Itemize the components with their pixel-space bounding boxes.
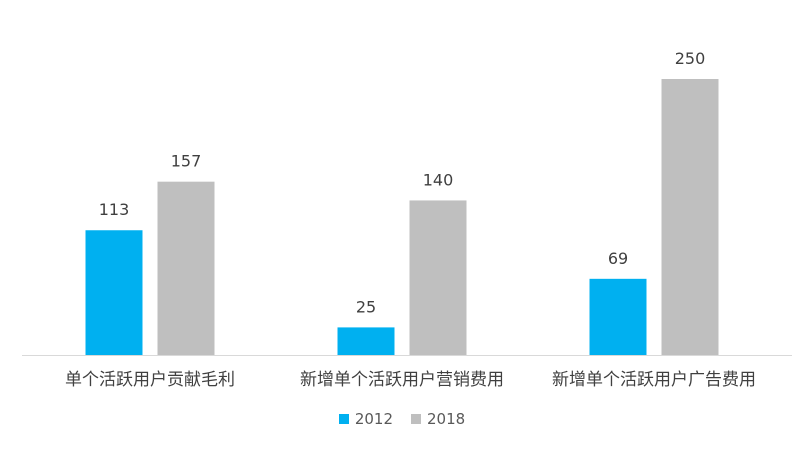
category-label-3: 新增单个活跃用户广告费用 xyxy=(552,370,756,390)
legend-item-2012: 2012 xyxy=(338,410,393,428)
legend: 2012 2018 xyxy=(0,410,804,428)
legend-label-2012: 2012 xyxy=(354,410,393,428)
bar-2018-1 xyxy=(157,181,215,355)
bar-2012-3 xyxy=(589,278,647,355)
legend-item-2018: 2018 xyxy=(411,410,465,428)
bar-2012-1 xyxy=(85,230,143,355)
bar-2018-2 xyxy=(409,200,467,355)
data-label-2012-2: 25 xyxy=(356,297,376,316)
bar-2018-3 xyxy=(661,79,719,355)
legend-swatch-2018 xyxy=(411,414,421,424)
data-label-2012-3: 69 xyxy=(608,249,628,268)
legend-label-2018: 2018 xyxy=(427,410,466,428)
data-label-2018-3: 250 xyxy=(675,49,706,68)
category-label-1: 单个活跃用户贡献毛利 xyxy=(65,370,235,390)
bar-2012-2 xyxy=(337,327,395,355)
category-label-2: 新增单个活跃用户营销费用 xyxy=(300,370,504,390)
data-label-2018-2: 140 xyxy=(423,170,454,189)
data-label-2012-1: 113 xyxy=(99,200,130,219)
legend-swatch-2012 xyxy=(338,414,349,424)
data-label-2018-1: 157 xyxy=(171,152,202,171)
